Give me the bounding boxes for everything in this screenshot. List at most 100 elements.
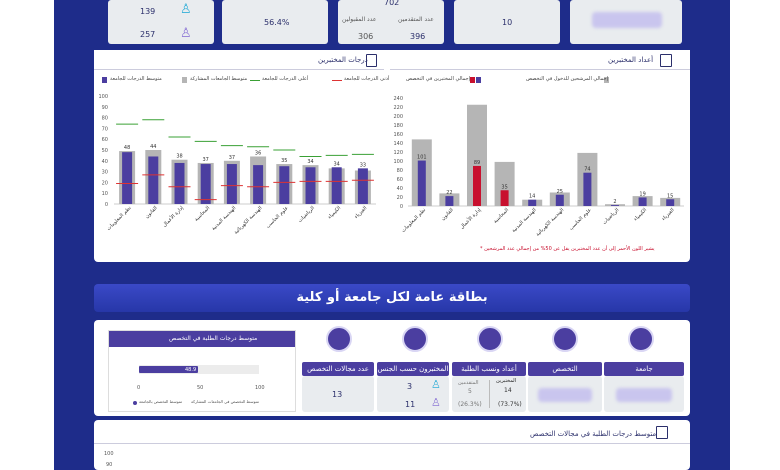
bar-tested [638, 197, 647, 206]
legend-cand-swatch [604, 77, 609, 83]
accepted-label: عدد المقبولين [342, 16, 377, 23]
y-tick-right: 140 [393, 141, 403, 147]
bottom-male-icon: ♙ [431, 378, 441, 391]
category-label: إدارة الأعمال [458, 206, 482, 230]
legend-all-swatch [182, 77, 187, 83]
legend-min-label: أدنى الدرجات للجامعة [344, 76, 390, 82]
students-divider [489, 380, 490, 408]
bar-label: 44 [150, 144, 156, 150]
category-label: الرياضيات [297, 205, 316, 224]
right-chart: 0 20 40 60 80 100 120 140 160 180 200 220 240 101 نظم … [393, 96, 684, 238]
legend-tested-swatch-red [470, 77, 475, 83]
bar-tested [528, 199, 537, 206]
bar-tested [666, 199, 675, 206]
y-tick-left: 30 [102, 170, 108, 176]
category-label: الكيمياء [633, 207, 648, 222]
bar-tested [500, 190, 509, 206]
bar-label: 2 [613, 199, 616, 205]
y-tick-right: 0 [400, 204, 403, 210]
bar-university [279, 166, 290, 204]
percent-card: 56.4% [222, 0, 328, 44]
axis-50: 50 [197, 385, 204, 391]
y-tick-right: 180 [393, 123, 403, 129]
accepted-value: 396 [410, 32, 426, 41]
bar-label: 36 [255, 150, 261, 156]
male-icon: ♙ [180, 2, 192, 17]
section2-axis-90: 90 [106, 462, 113, 468]
right-legend: إجمالي المرشحين للدخول في التخصص إجمالي … [400, 76, 684, 86]
avg-box: متوسط درجات الطلبة في التخصص 48.9 0 50 1… [108, 330, 296, 412]
avg-track [139, 365, 259, 374]
y-tick-right: 160 [393, 132, 403, 138]
y-tick-right: 200 [393, 114, 403, 120]
gender-card: 139 ♙ 257 ♙ [108, 0, 214, 44]
left-chart: 0 10 20 30 40 50 60 70 80 90 100 48 نظم المعلومات 44 ا… [98, 94, 376, 236]
students-icon [477, 326, 503, 352]
category-label: علوم الحاسب [265, 205, 290, 230]
avg-value: 48.9 [185, 367, 197, 373]
bar-label: 25 [557, 189, 563, 195]
bar-university [253, 165, 264, 204]
accepted-pct-bottom: (26.3%) [458, 401, 482, 408]
redacted-name [592, 12, 662, 28]
bottom-female-count: 11 [405, 400, 416, 409]
rejected-label: عدد المتقدمين [398, 16, 434, 23]
category-label: إدارة الأعمال [161, 204, 185, 228]
major-label: التخصص [528, 362, 602, 376]
chart-header-right-title: أعداد المختبرين [608, 56, 654, 64]
gender-icon [402, 326, 428, 352]
university-label: جامعة [604, 362, 684, 376]
category-label: القانون [440, 207, 455, 222]
section2-axis-100: 100 [104, 451, 114, 457]
y-tick-right: 60 [397, 177, 403, 183]
category-label: القانون [144, 205, 159, 220]
y-tick-right: 20 [397, 195, 403, 201]
count-card: 10 [454, 0, 560, 44]
category-label: نظم المعلومات [400, 207, 427, 234]
legend-min-line [332, 80, 342, 81]
bar-label: 48 [124, 145, 130, 151]
y-tick-left: 40 [102, 159, 108, 165]
accepted-value-bottom: 5 [468, 388, 472, 395]
bar-tested [555, 194, 564, 206]
avg-box-header [109, 331, 295, 347]
category-label: الهندسة الكهربائية [233, 205, 263, 235]
y-tick-left: 0 [105, 202, 108, 208]
bar-tested [473, 165, 481, 206]
bar-candidates [467, 104, 487, 206]
y-tick-right: 240 [393, 96, 403, 102]
major-card [528, 376, 602, 412]
bar-university [122, 152, 133, 204]
category-label: علوم الحاسب [568, 207, 593, 232]
university-card-bottom [604, 376, 684, 412]
major-icon [552, 326, 578, 352]
redacted-university [616, 388, 672, 402]
legend-tested-swatch [476, 77, 481, 83]
bar-label: 14 [529, 194, 535, 200]
count-value: 10 [502, 18, 513, 27]
chart-header-right: أعداد المختبرين [390, 50, 690, 70]
chart-header-right-icon [660, 54, 672, 67]
banner-title: بطاقة عامة لكل جامعة أو كلية [296, 290, 488, 305]
legend-max-line [250, 80, 260, 81]
avg-legend-2-dot [133, 401, 137, 405]
bar-label: 33 [360, 162, 366, 168]
y-tick-right: 80 [397, 168, 403, 174]
bar-tested [611, 205, 619, 206]
legend-all-label: متوسط الجامعات المشاركة [190, 76, 248, 82]
bar-university [305, 167, 316, 204]
category-label: الهندسة المدنية [511, 207, 538, 234]
bar-label: 37 [229, 155, 235, 161]
tested-value: 14 [504, 387, 512, 394]
avg-legend-2: متوسط التخصص بالجامعة [139, 399, 183, 404]
bar-university [200, 164, 211, 204]
legend-uni-label: متوسط الدرجات للجامعة [110, 76, 162, 82]
fields-count: 13 [332, 390, 343, 399]
bottom-female-icon: ♙ [431, 396, 441, 409]
bar-candidates [494, 161, 515, 206]
tested-label: المختبرين [496, 378, 517, 384]
tested-pct: (73.7%) [498, 401, 522, 408]
avg-legend-1: متوسط التخصص في الجامعات المشاركة [191, 399, 259, 404]
bar-label: 38 [176, 154, 182, 160]
avg-box-title: متوسط درجات الطلبة في التخصص [169, 335, 258, 342]
